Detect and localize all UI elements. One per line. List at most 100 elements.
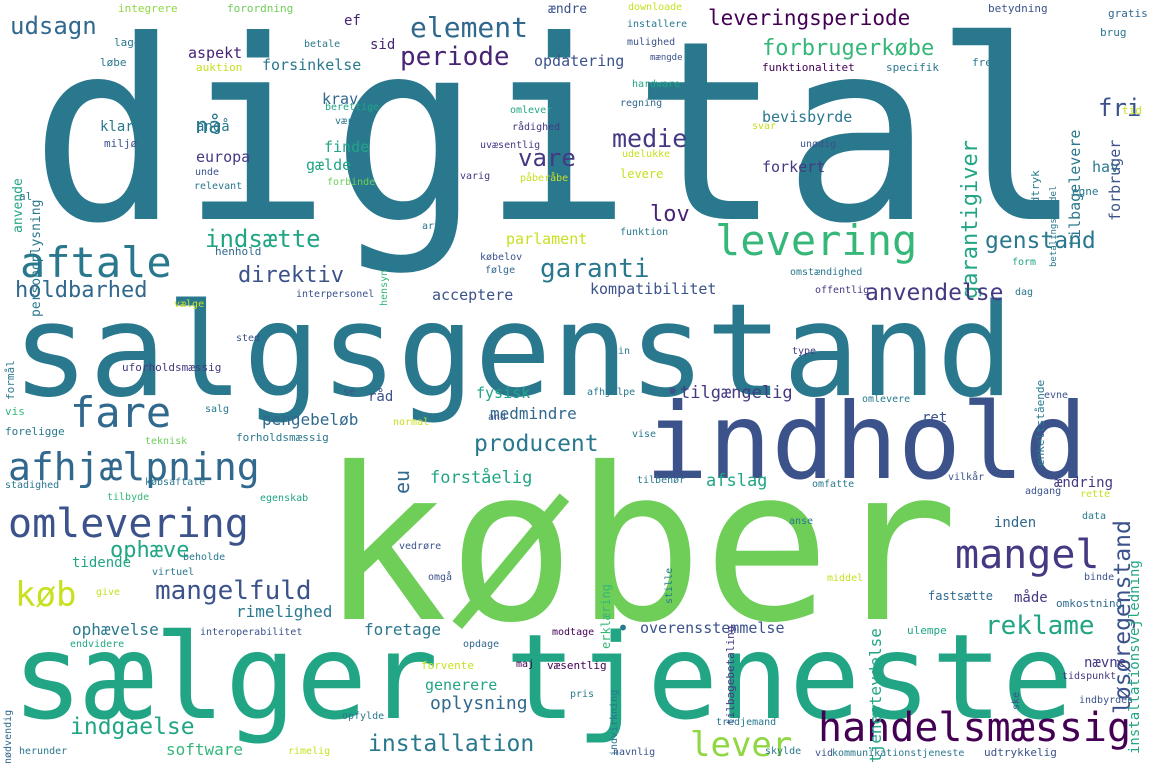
word-følge: følge <box>485 265 516 276</box>
word-miljø: miljø <box>104 137 138 150</box>
word-installationsvejledning: installationsvejledning <box>1127 560 1143 754</box>
word-forordning: forordning <box>227 2 294 15</box>
word-funktionalitet: funktionalitet <box>762 61 855 74</box>
word-forbinde: forbinde <box>327 177 376 188</box>
word-nævne: nævne <box>1084 655 1127 671</box>
word-oplysning: oplysning <box>430 693 528 714</box>
word-digital: digital <box>30 0 1084 278</box>
word-direktiv: direktiv <box>238 263 344 288</box>
word-pengebeløb: pengebeløb <box>262 410 359 429</box>
word-aftale: aftale <box>20 238 172 287</box>
word-kommunikationstjeneste: kommunikationstjeneste <box>832 748 965 759</box>
word-tilgængelig: tilgængelig <box>680 383 793 403</box>
word-opfylde: opfylde <box>342 711 385 722</box>
word-væsentlig: væsentlig <box>547 659 607 672</box>
word-rimelig: rimelig <box>288 746 331 757</box>
word-afhjælpning: afhjælpning <box>8 445 260 489</box>
word-middel: middel <box>827 573 864 584</box>
word-vilkår: vilkår <box>948 472 985 483</box>
word-personoplysning: personoplysning <box>29 199 44 317</box>
word-forbrugerkøbe: forbrugerkøbe <box>762 36 935 61</box>
word-råd: råd <box>368 389 394 405</box>
word-udtryk: udtryk <box>1029 170 1042 210</box>
word-anvendelse: anvendelse <box>865 280 1004 306</box>
word-hav: hav <box>1092 158 1120 176</box>
word-rådighed: rådighed <box>512 122 561 133</box>
word-anse: anse <box>789 516 814 527</box>
word-afslag: afslag <box>706 471 768 491</box>
word-lager: lager <box>114 36 148 49</box>
word-levering: levering <box>715 216 918 265</box>
word-forholdsmæssig: forholdsmæssig <box>236 431 329 444</box>
word-software: software <box>166 740 244 759</box>
word-virtuel: virtuel <box>152 567 195 578</box>
word-garanti: garanti <box>540 254 650 284</box>
word-erklæring: erklæring <box>599 583 613 649</box>
word-normal: normal <box>393 417 430 428</box>
word-tid: tid <box>1122 104 1142 117</box>
word-unde: unde <box>195 167 220 178</box>
word-offentlig: offentlig <box>815 285 870 296</box>
word-omstændighed: omstændighed <box>790 267 863 278</box>
word-gratis: gratis <box>1108 7 1148 20</box>
word-fysisk: fysisk <box>476 384 531 402</box>
word-medmindre: medmindre <box>490 404 577 423</box>
word-mængde: mængde <box>650 53 683 63</box>
word-egne: egne <box>1072 185 1099 198</box>
word-sin: sin <box>612 346 631 357</box>
word-omgå: omgå <box>428 572 453 583</box>
word-udelukke: udelukke <box>622 149 671 160</box>
word-indsætte: indsætte <box>205 225 321 253</box>
word-stadighed: stadighed <box>5 480 60 491</box>
word-installere: installere <box>627 19 688 30</box>
word-regning: regning <box>620 98 663 109</box>
word-angå: angå <box>196 119 230 135</box>
word-værdi: værdi <box>335 116 366 127</box>
word-mulighed: mulighed <box>627 37 676 48</box>
word-købsaftale: købsaftale <box>145 477 206 488</box>
word-opdage: opdage <box>463 639 500 650</box>
word-påberåbe: påberåbe <box>520 173 569 184</box>
word-element: element <box>410 11 529 44</box>
word-specifik: specifik <box>886 61 939 74</box>
word-dot1: • <box>666 380 680 405</box>
word-and: and <box>488 412 507 423</box>
word-berettige: berettige <box>325 102 380 113</box>
word-sid: sid <box>370 37 396 53</box>
word-rimelighed: rimelighed <box>236 602 333 621</box>
word-lever: lever <box>690 725 793 765</box>
word-tilbyde: tilbyde <box>107 492 150 503</box>
word-endvidere: endvidere <box>70 639 125 650</box>
word-evne: evne <box>1044 390 1069 401</box>
word-mangelfuld: mangelfuld <box>155 576 312 606</box>
word-købelov: købelov <box>480 252 523 263</box>
word-ændring: ændring <box>1054 475 1114 491</box>
word-måde: måde <box>1014 590 1048 606</box>
word-adgang: adgang <box>1025 486 1062 497</box>
word-interoperabilitet: interoperabilitet <box>200 627 303 638</box>
word-holdbarhed: holdbarhed <box>15 278 148 303</box>
word-forvente: forvente <box>421 659 474 672</box>
word-europa: europa <box>196 148 251 166</box>
word-type: type <box>792 346 817 357</box>
word-køber: køber <box>320 422 959 669</box>
word-se: se <box>343 387 356 398</box>
word-ef: ef <box>344 13 361 29</box>
word-rette: rette <box>1080 489 1111 500</box>
word-vis: vis <box>5 405 25 418</box>
word-levere: levere <box>620 167 664 181</box>
word-krav: krav <box>322 90 359 108</box>
word-forsinkelse: forsinkelse <box>262 56 362 74</box>
word-acceptere: acceptere <box>432 286 514 304</box>
word-binde: binde <box>1084 572 1115 583</box>
word-køb: køb <box>15 575 77 615</box>
word-vare: vare <box>518 144 576 172</box>
word-medie: medie <box>612 124 688 153</box>
word-indhold: indhold <box>645 381 1088 503</box>
word-nødvendig: nødvendig <box>3 709 14 764</box>
word-vælge: vælge <box>174 299 205 310</box>
word-relevant: relevant <box>194 181 243 192</box>
word-omlevering: omlevering <box>8 501 249 547</box>
word-ophævelse: ophævelse <box>72 620 159 639</box>
